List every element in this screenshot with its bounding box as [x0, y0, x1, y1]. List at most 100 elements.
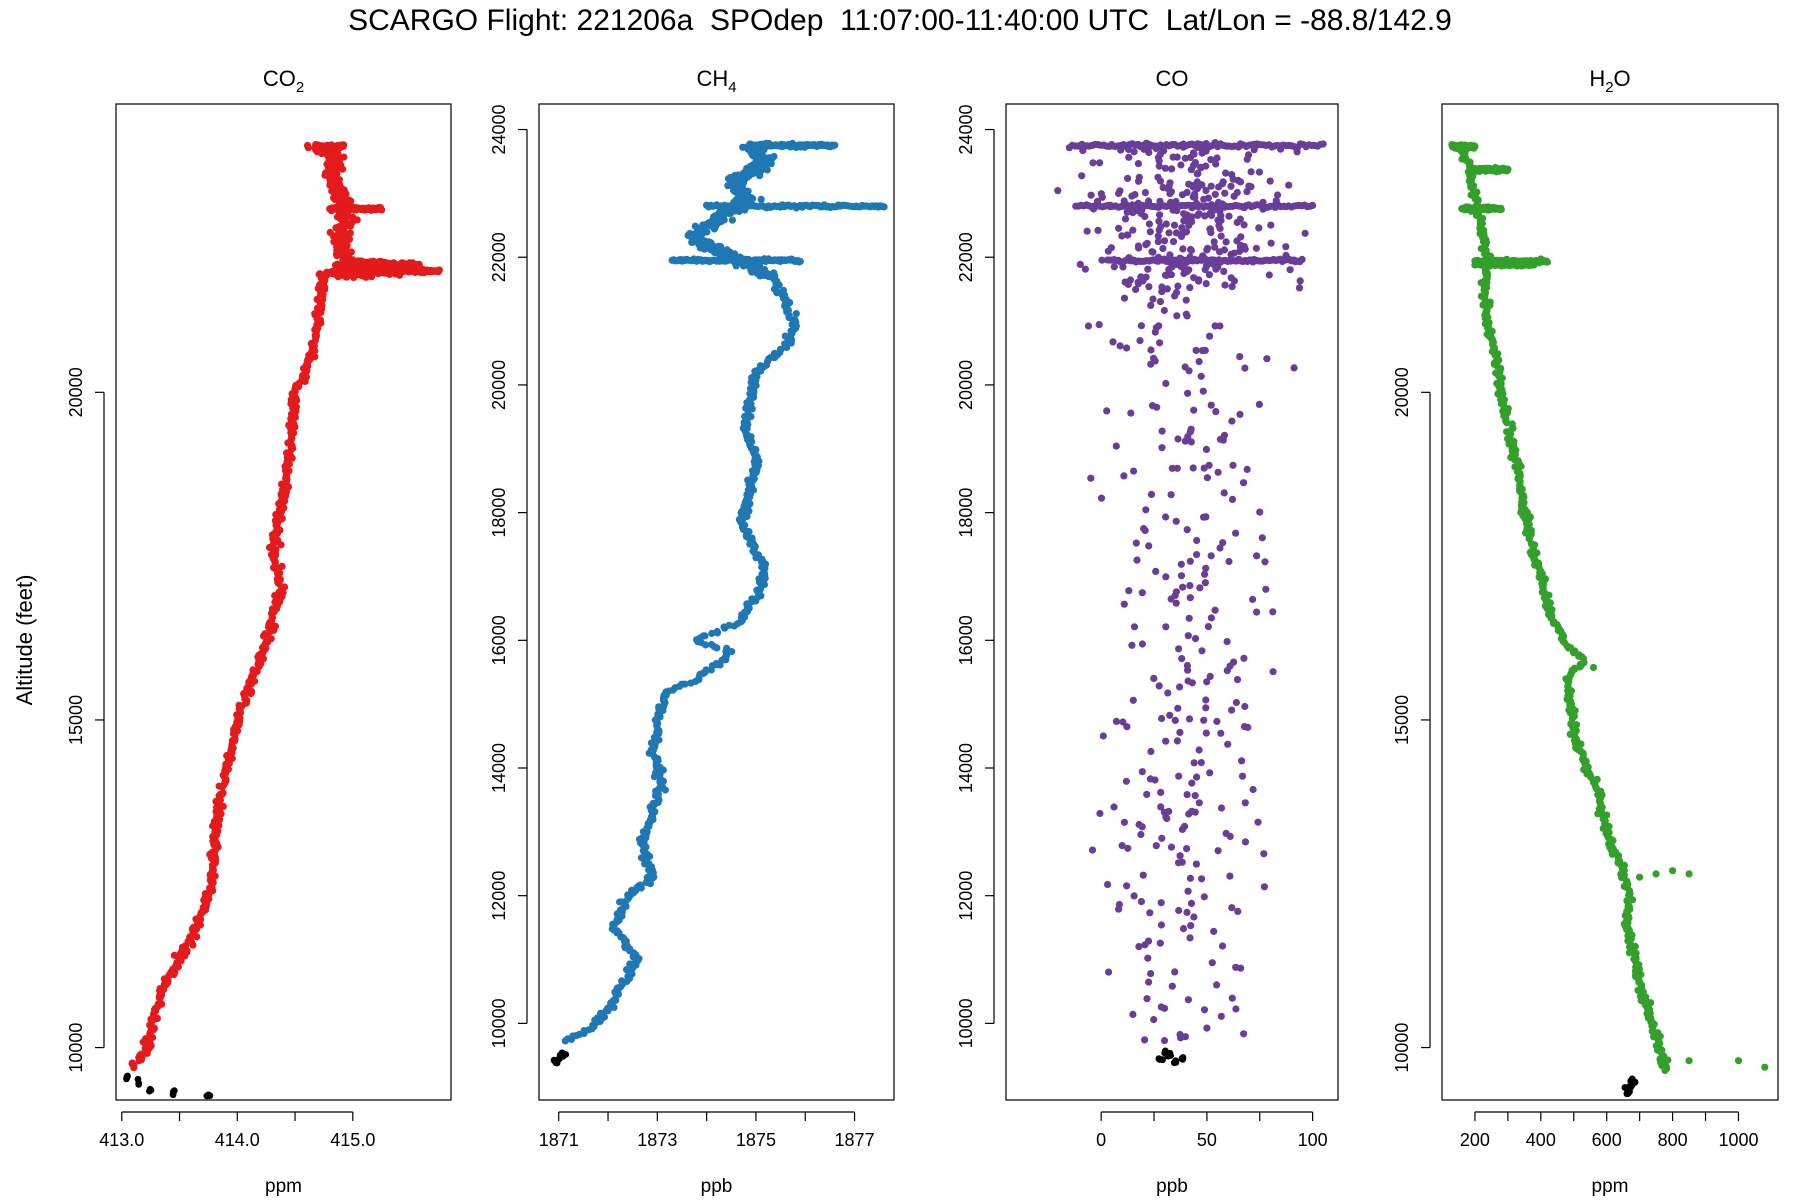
data-point — [1137, 322, 1145, 330]
data-point — [1191, 635, 1200, 643]
data-point — [1135, 173, 1143, 181]
data-point — [1177, 560, 1185, 568]
y-axis-label: Altitude (feet) — [12, 575, 37, 706]
data-point — [752, 165, 760, 173]
data-point — [1233, 676, 1242, 684]
data-point — [1179, 1054, 1187, 1061]
data-point — [1255, 224, 1263, 232]
data-point — [1112, 442, 1120, 450]
data-point — [717, 209, 726, 217]
data-point — [1119, 718, 1127, 726]
data-point — [1181, 363, 1189, 371]
data-point — [1130, 892, 1138, 900]
data-point — [1234, 907, 1242, 916]
data-point — [1263, 355, 1271, 363]
data-point — [1197, 372, 1205, 380]
data-point — [1221, 281, 1229, 289]
data-point — [1260, 883, 1268, 891]
data-point — [1131, 191, 1139, 199]
data-point — [1186, 594, 1194, 602]
data-point — [1176, 1030, 1184, 1039]
data-point — [348, 218, 356, 227]
data-point — [1206, 769, 1214, 777]
x-tick-label: 1877 — [835, 1130, 875, 1150]
data-point — [1285, 181, 1293, 189]
data-point — [1229, 461, 1237, 469]
data-point — [1191, 193, 1199, 202]
data-point — [1174, 704, 1182, 712]
data-point — [699, 240, 707, 248]
data-point — [1180, 269, 1188, 278]
y-tick-label: 22000 — [956, 232, 976, 282]
data-point — [1146, 228, 1154, 236]
data-point — [340, 254, 348, 262]
data-point — [1145, 283, 1153, 291]
data-point — [1195, 746, 1203, 754]
data-point — [1218, 942, 1227, 950]
data-point — [1165, 182, 1173, 190]
data-point — [1173, 464, 1181, 472]
data-point — [1286, 266, 1294, 274]
data-point — [1228, 495, 1237, 503]
data-point — [740, 176, 748, 184]
data-point — [1236, 410, 1244, 418]
data-point — [1158, 444, 1166, 452]
data-point — [690, 234, 699, 242]
data-point — [710, 213, 718, 221]
data-point — [1187, 899, 1196, 908]
data-point — [1150, 674, 1158, 683]
data-point — [177, 957, 185, 965]
data-point — [134, 1075, 142, 1083]
data-point — [708, 629, 716, 638]
data-point — [1174, 282, 1182, 290]
data-point — [728, 216, 737, 224]
data-point — [1186, 582, 1194, 590]
data-point — [1189, 161, 1198, 169]
data-point — [1110, 803, 1118, 811]
data-point — [1566, 730, 1574, 738]
data-point — [1146, 909, 1154, 917]
data-point — [1098, 256, 1106, 264]
data-point — [1319, 140, 1327, 148]
data-point — [1195, 277, 1203, 285]
panel-title-main: CO — [263, 66, 296, 91]
data-point — [1141, 1036, 1149, 1044]
data-point — [1190, 406, 1198, 414]
data-point — [1144, 937, 1153, 945]
data-point — [1237, 233, 1245, 241]
data-point — [1236, 178, 1245, 186]
data-point — [1207, 229, 1215, 237]
data-point — [1175, 645, 1183, 653]
data-point — [1172, 517, 1180, 525]
data-point — [1244, 723, 1252, 732]
data-point — [1182, 310, 1190, 318]
data-point — [1260, 850, 1268, 858]
data-point — [1253, 552, 1261, 560]
data-point — [338, 190, 346, 198]
data-point — [1130, 467, 1138, 475]
data-point — [1120, 818, 1128, 826]
data-point — [1139, 871, 1147, 879]
data-point — [1145, 978, 1153, 986]
data-point — [707, 243, 716, 251]
data-point — [1207, 552, 1215, 560]
data-point — [1201, 579, 1209, 587]
data-point — [1162, 220, 1170, 228]
data-point — [1194, 211, 1202, 220]
data-point — [1182, 228, 1191, 236]
data-point — [1184, 666, 1192, 674]
data-point — [334, 150, 342, 158]
data-point — [1216, 544, 1224, 552]
data-point — [1096, 809, 1104, 818]
data-point — [1157, 788, 1165, 797]
data-point — [1094, 226, 1102, 234]
data-point — [1179, 925, 1188, 933]
x-tick-label: 200 — [1460, 1130, 1490, 1150]
data-point — [1201, 212, 1209, 220]
data-point — [1214, 847, 1222, 855]
data-point — [1255, 400, 1263, 408]
data-point — [1298, 255, 1306, 263]
data-point — [1172, 229, 1180, 237]
data-point — [1221, 189, 1229, 197]
